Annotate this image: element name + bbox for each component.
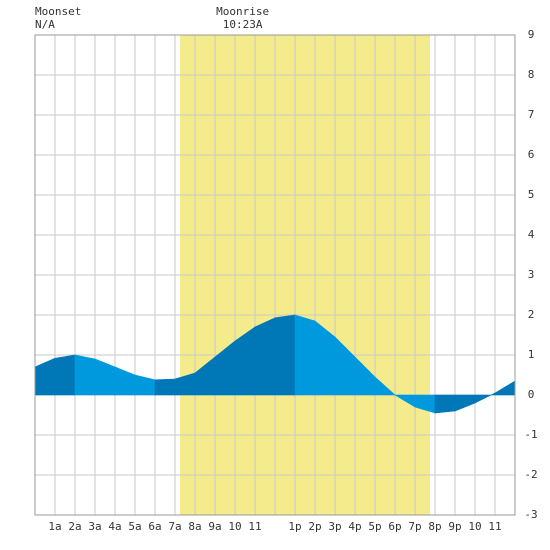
y-tick-label: -2: [524, 468, 537, 481]
x-tick-label: 1a: [48, 520, 61, 533]
y-tick-label: 8: [528, 68, 535, 81]
tide-area: [54, 354, 76, 396]
x-tick-label: 9a: [208, 520, 221, 533]
x-tick-label: 4a: [108, 520, 121, 533]
tide-area: [254, 317, 276, 396]
y-tick-label: 7: [528, 108, 535, 121]
x-tick-label: 7p: [408, 520, 421, 533]
x-tick-label: 6p: [388, 520, 401, 533]
tide-area: [154, 378, 176, 396]
tide-area: [374, 376, 396, 396]
tide-area: [74, 354, 96, 396]
x-tick-label: 6a: [148, 520, 161, 533]
x-tick-label: 11: [488, 520, 501, 533]
y-tick-label: -1: [524, 428, 537, 441]
x-tick-label: 1p: [288, 520, 301, 533]
y-tick-label: -3: [524, 508, 537, 521]
x-tick-label: 2p: [308, 520, 321, 533]
y-tick-label: 0: [528, 388, 535, 401]
x-tick-label: 4p: [348, 520, 361, 533]
x-tick-label: 2a: [68, 520, 81, 533]
tide-area: [294, 314, 316, 396]
x-tick-label: 11: [248, 520, 261, 533]
annotation-title: Moonset: [35, 5, 81, 18]
x-tick-label: 3a: [88, 520, 101, 533]
x-tick-label: 8a: [188, 520, 201, 533]
x-tick-label: 5a: [128, 520, 141, 533]
y-tick-label: 6: [528, 148, 535, 161]
x-tick-label: 10: [228, 520, 241, 533]
x-tick-label: 7a: [168, 520, 181, 533]
x-tick-label: 8p: [428, 520, 441, 533]
annotation-title: Moonrise: [216, 5, 269, 18]
y-tick-label: 9: [528, 28, 535, 41]
annotation-text: 10:23A: [223, 18, 263, 31]
tide-area: [274, 314, 296, 396]
annotation-text: N/A: [35, 18, 55, 31]
y-tick-label: 4: [528, 228, 535, 241]
y-tick-label: 2: [528, 308, 535, 321]
tide-area: [434, 394, 456, 414]
x-tick-label: 9p: [448, 520, 461, 533]
y-tick-label: 3: [528, 268, 535, 281]
x-tick-label: 10: [468, 520, 481, 533]
plot-border: [34, 34, 516, 516]
y-tick-label: 5: [528, 188, 535, 201]
y-tick-label: 1: [528, 348, 535, 361]
x-tick-label: 5p: [368, 520, 381, 533]
x-tick-label: 3p: [328, 520, 341, 533]
